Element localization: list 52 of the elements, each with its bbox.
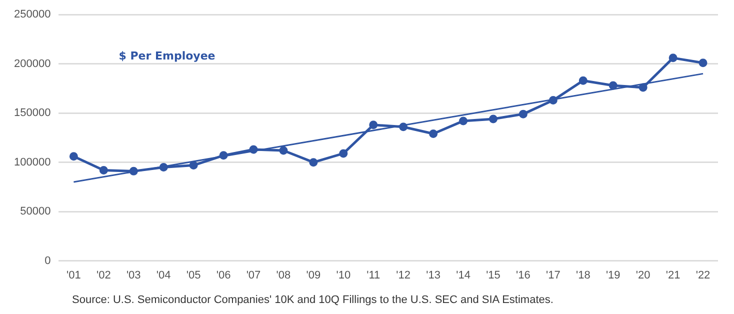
point [548, 96, 558, 105]
x-tick-label: '11 [366, 269, 380, 282]
point [369, 120, 378, 130]
x-tick-label: '10 [336, 269, 351, 282]
point [279, 146, 288, 155]
point [578, 76, 588, 85]
x-tick-label: '12 [396, 269, 411, 282]
x-tick-label: '21 [666, 269, 680, 282]
point [429, 130, 438, 138]
x-tick-label: '03 [126, 269, 141, 282]
x-tick-label: '05 [186, 269, 201, 282]
y-tick-label: 250000 [14, 8, 51, 21]
x-tick-label: '17 [546, 269, 560, 282]
point [339, 149, 348, 158]
y-tick-label: 100000 [14, 156, 51, 168]
point [309, 158, 318, 167]
x-tick-label: '01 [66, 269, 81, 282]
point [698, 58, 708, 68]
x-tick-label: '08 [276, 269, 291, 282]
x-tick-label: '22 [696, 269, 710, 282]
source-note: Source: U.S. Semiconductor Companies' 10K and 10Q Fillings to the U.S. SEC and SIA Estimates. [72, 294, 554, 306]
x-tick-label: '04 [156, 269, 171, 282]
point [608, 81, 618, 90]
point [69, 152, 78, 161]
x-tick-label: '14 [456, 269, 470, 282]
x-tick-label: '19 [606, 269, 620, 282]
point [219, 151, 228, 160]
y-tick-label: 0 [44, 254, 51, 267]
point [488, 114, 498, 124]
x-tick-label: '16 [516, 269, 530, 282]
text: $ Per Employee [118, 49, 216, 62]
y-tick-label: 50000 [20, 206, 51, 218]
point [189, 161, 198, 170]
point [459, 116, 468, 126]
point [399, 122, 408, 132]
x-tick-label: '07 [246, 269, 261, 282]
point [518, 110, 528, 118]
point [159, 162, 168, 172]
point [668, 54, 678, 62]
point [249, 145, 258, 154]
x-tick-label: '15 [486, 269, 500, 282]
point [638, 83, 648, 92]
y-tick-label: 200000 [14, 58, 51, 70]
y-tick-label: 150000 [14, 107, 51, 120]
point [99, 166, 108, 174]
x-tick-label: '02 [96, 269, 111, 282]
point [129, 166, 138, 176]
x-tick-label: '09 [306, 269, 321, 282]
x-tick-label: '13 [426, 269, 440, 282]
x-tick-label: '18 [576, 269, 590, 282]
x-tick-label: '06 [216, 269, 231, 282]
x-tick-label: '20 [636, 269, 650, 282]
